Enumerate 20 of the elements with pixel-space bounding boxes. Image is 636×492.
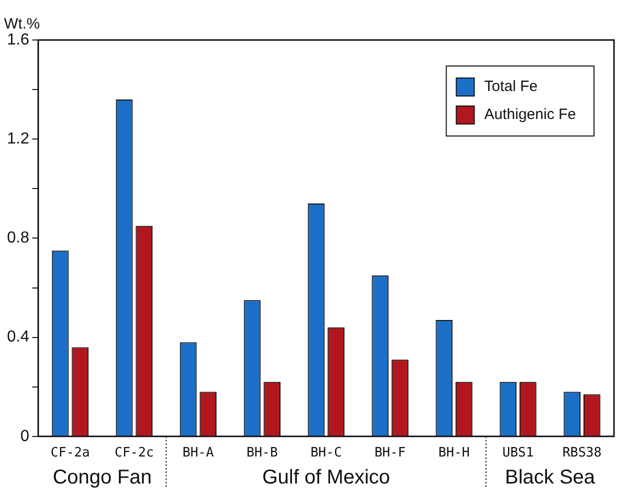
y-tick-label: 0 [20, 428, 30, 445]
text: Congo Fan [52, 466, 152, 489]
x-tick-label: BH-F [374, 446, 406, 461]
x-tick-label: CF-2a [50, 446, 90, 461]
x-tick-label: BH-A [182, 446, 214, 461]
text: Gulf of Mexico [262, 466, 390, 489]
y-tick-label: 1.2 [6, 130, 30, 148]
x-tick-label: UBS1 [502, 446, 534, 461]
y-tick-label: 1.6 [6, 31, 30, 48]
legend-label: Authigenic Fe [484, 106, 576, 124]
x-tick-label: RBS38 [562, 446, 602, 461]
x-tick-label: BH-H [438, 446, 470, 461]
y-tick-label: 0.8 [6, 230, 30, 247]
text: Black Sea [504, 466, 596, 489]
x-tick-label: CF-2c [114, 446, 154, 461]
legend-label: Total Fe [484, 78, 538, 96]
y-axis-title: Wt.% [4, 16, 40, 33]
x-tick-label: BH-B [246, 446, 278, 461]
y-tick-label: 0.4 [6, 328, 30, 346]
x-tick-label: BH-C [310, 446, 342, 461]
